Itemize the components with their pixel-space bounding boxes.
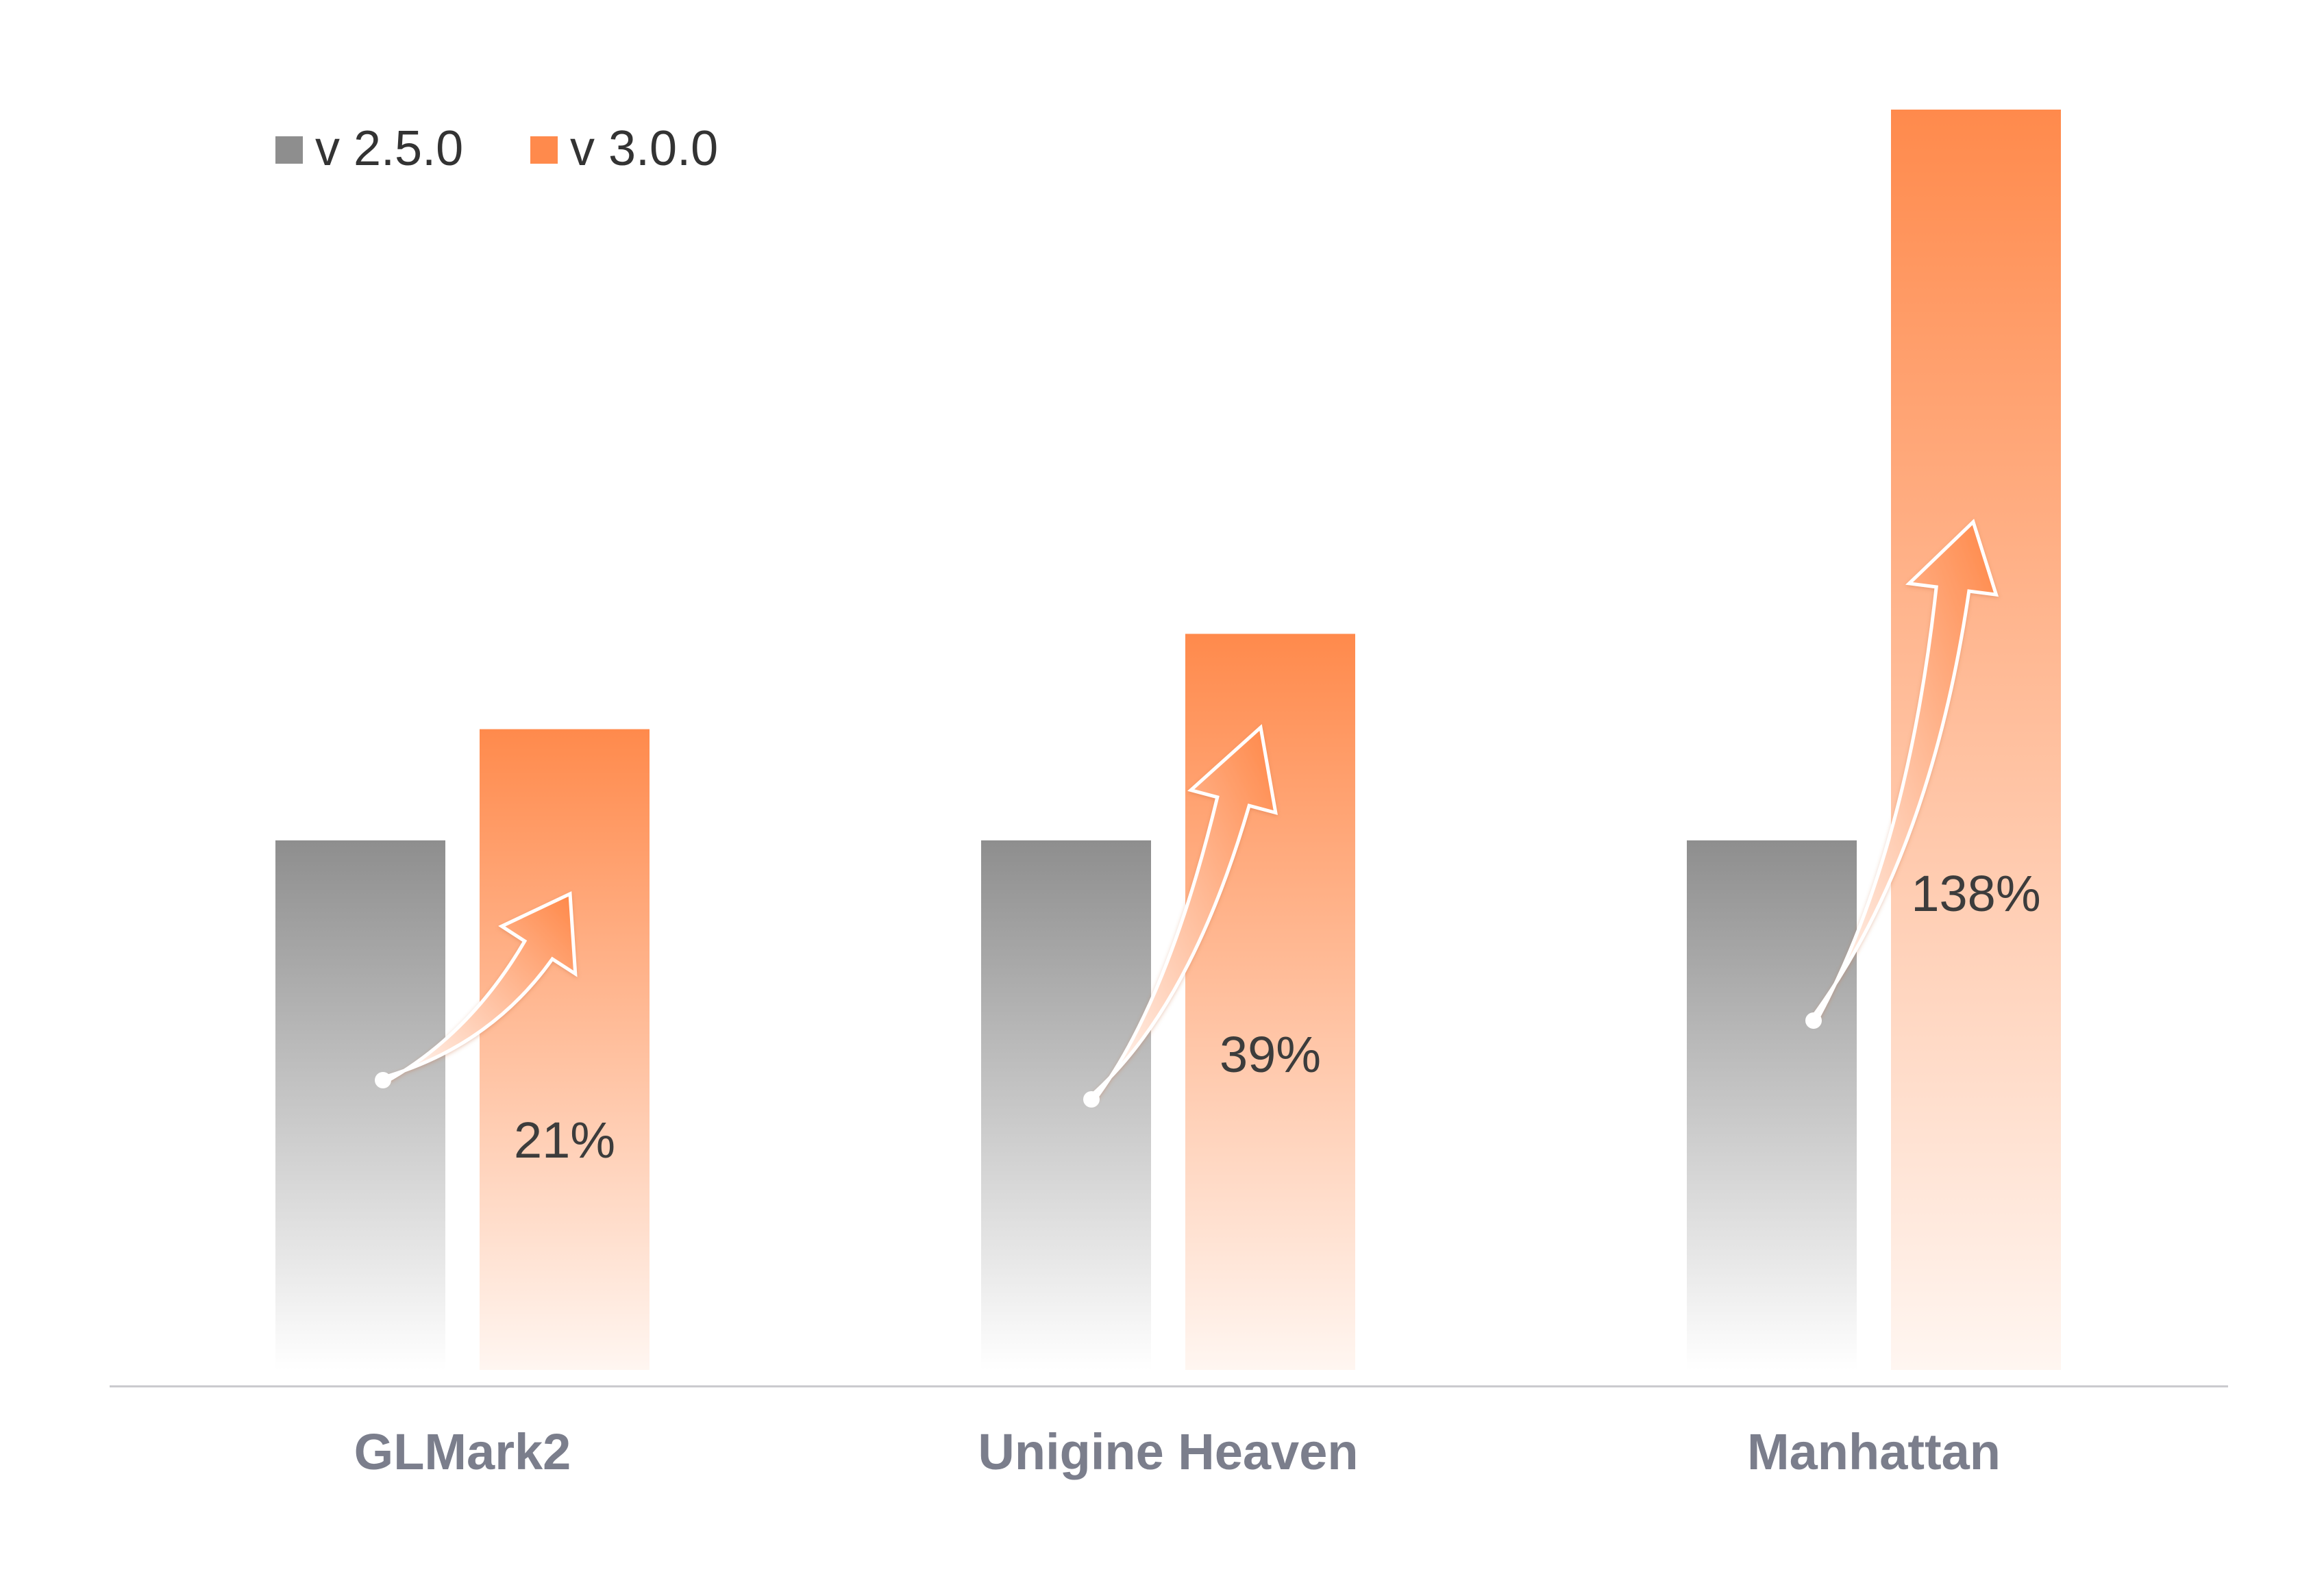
growth-arrows bbox=[375, 519, 1999, 1108]
growth-arrow-manhattan bbox=[1809, 519, 1999, 1026]
improvement-label-glmark2: 21% bbox=[514, 1112, 615, 1169]
improvement-label-unigine-heaven: 39% bbox=[1220, 1026, 1321, 1083]
category-label-manhattan: Manhattan bbox=[1747, 1423, 2001, 1480]
category-label-glmark2: GLMark2 bbox=[354, 1423, 571, 1480]
bar-v-2-5-0-unigine-heaven bbox=[981, 840, 1151, 1370]
legend-label-v-3-0-0: v 3.0.0 bbox=[570, 121, 718, 176]
bars bbox=[275, 110, 2061, 1370]
legend: v 2.5.0 v 3.0.0 bbox=[275, 121, 718, 176]
growth-arrow-tail-unigine-heaven bbox=[1083, 1091, 1100, 1108]
labels: GLMark2 Unigine Heaven Manhattan 21% 39% 138% bbox=[354, 865, 2041, 1480]
bar-v-3-0-0-glmark2 bbox=[480, 729, 650, 1370]
bar-v-2-5-0-manhattan bbox=[1687, 840, 1857, 1370]
category-label-unigine-heaven: Unigine Heaven bbox=[978, 1423, 1358, 1480]
growth-arrow-tail-manhattan bbox=[1805, 1012, 1822, 1029]
growth-arrow-glmark2 bbox=[378, 891, 578, 1085]
bar-v-3-0-0-unigine-heaven bbox=[1185, 634, 1355, 1370]
legend-swatch-v-3-0-0 bbox=[530, 136, 558, 164]
improvement-label-manhattan: 138% bbox=[1911, 865, 2040, 922]
growth-arrow-tail-glmark2 bbox=[375, 1072, 391, 1088]
growth-arrow-unigine-heaven bbox=[1087, 724, 1278, 1104]
legend-swatch-v-2-5-0 bbox=[275, 136, 303, 164]
bar-v-2-5-0-glmark2 bbox=[275, 840, 445, 1370]
legend-label-v-2-5-0: v 2.5.0 bbox=[315, 121, 463, 176]
